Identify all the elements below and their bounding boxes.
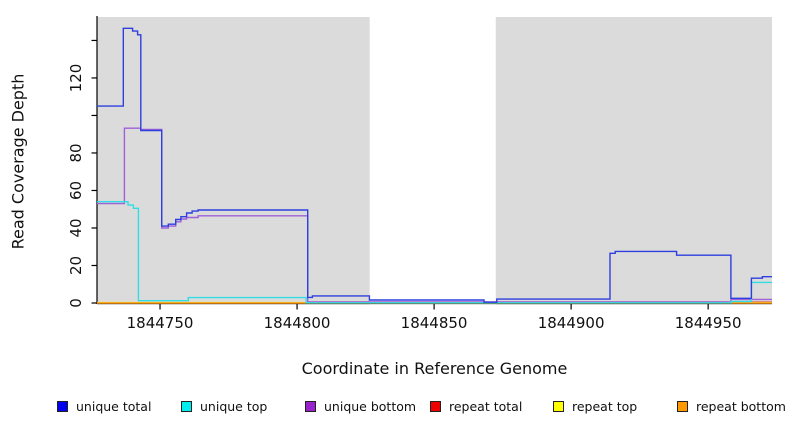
- y-tick-label: 0: [67, 298, 85, 308]
- legend-swatch-unique-top: [181, 401, 192, 412]
- x-tick-label: 1844750: [127, 314, 194, 332]
- legend-label-unique-top: unique top: [200, 399, 268, 414]
- legend-item-unique-bottom: unique bottom: [305, 399, 416, 414]
- white-region: [369, 17, 496, 305]
- x-tick-label: 1844850: [401, 314, 468, 332]
- y-tick-label: 120: [67, 64, 85, 93]
- legend-label-unique-total: unique total: [76, 399, 152, 414]
- legend-item-repeat-total: repeat total: [430, 399, 522, 414]
- x-tick-label: 1844950: [675, 314, 742, 332]
- legend-swatch-unique-total: [57, 401, 68, 412]
- y-tick-label: 80: [67, 143, 85, 162]
- legend-label-unique-bottom: unique bottom: [324, 399, 417, 414]
- x-tick-label: 1844800: [264, 314, 331, 332]
- x-axis-title: Coordinate in Reference Genome: [301, 359, 568, 378]
- legend-item-unique-total: unique total: [57, 399, 151, 414]
- legend-label-repeat-top: repeat top: [572, 399, 638, 414]
- legend-swatch-repeat-bottom: [677, 401, 688, 412]
- legend-label-repeat-total: repeat total: [449, 399, 523, 414]
- legend-item-repeat-bottom: repeat bottom: [677, 399, 786, 414]
- legend-item-repeat-top: repeat top: [553, 399, 637, 414]
- legend-swatch-repeat-total: [430, 401, 441, 412]
- series-unique-total: [97, 27, 772, 303]
- y-axis-title: Read Coverage Depth: [8, 73, 28, 250]
- legend: unique total unique top unique bottom repea…: [0, 396, 792, 422]
- legend-item-unique-top: unique top: [181, 399, 267, 414]
- series-unique-top: [97, 201, 772, 304]
- legend-swatch-repeat-top: [553, 401, 564, 412]
- legend-label-repeat-bottom: repeat bottom: [696, 399, 786, 414]
- legend-swatch-unique-bottom: [305, 401, 316, 412]
- y-tick-label: 20: [67, 256, 85, 275]
- y-tick-label: 40: [67, 218, 85, 237]
- y-tick-label: 60: [67, 181, 85, 200]
- x-tick-label: 1844900: [538, 314, 605, 332]
